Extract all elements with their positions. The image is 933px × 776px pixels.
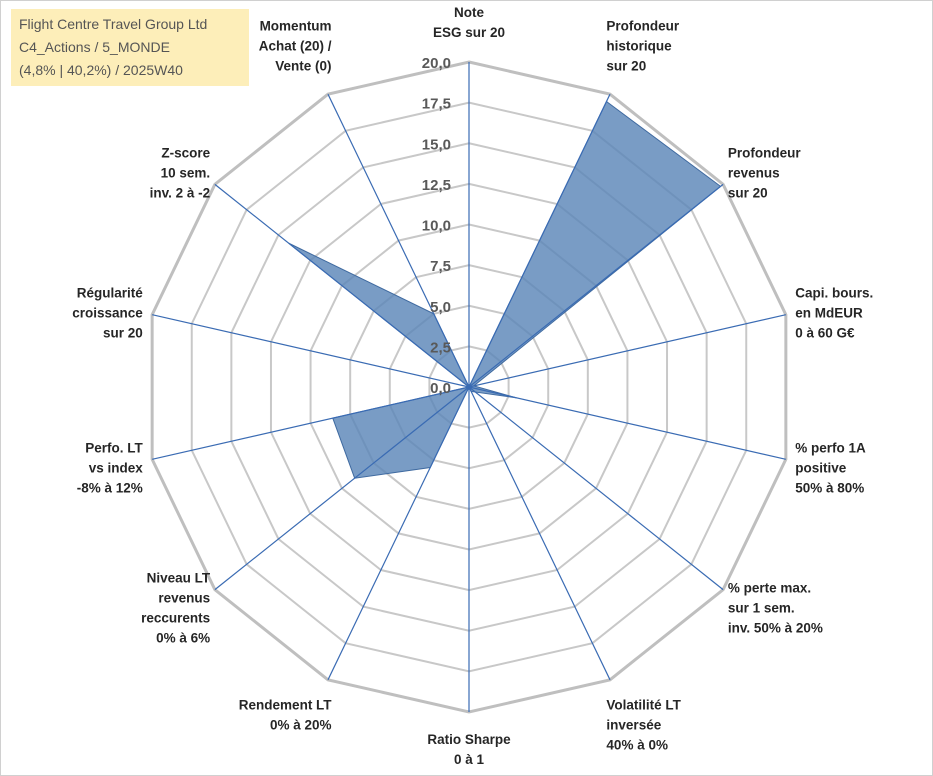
axis-label: Capi. bours. en MdEUR 0 à 60 G€ (795, 285, 873, 340)
axis-spoke (152, 314, 470, 388)
axis-spoke (214, 183, 470, 388)
axis-spoke (327, 93, 470, 388)
tick-label: 0,0 (430, 380, 451, 397)
axis-spoke (468, 93, 611, 388)
tick-label: 20,0 (422, 55, 451, 72)
axis-spoke (468, 386, 724, 591)
series-area (288, 100, 722, 479)
axis-label: % perfo 1A positive 50% à 80% (795, 441, 866, 496)
axis-label: Perfo. LT vs index -8% à 12% (77, 441, 144, 496)
axis-label: Rendement LT 0% à 20% (239, 697, 333, 732)
tick-label: 7,5 (430, 258, 451, 275)
title-line-3: (4,8% | 40,2%) / 2025W40 (19, 62, 183, 78)
series-layer (288, 100, 722, 479)
tick-label: 15,0 (422, 136, 451, 153)
axis-label: Momentum Achat (20) / Vente (0) (259, 19, 332, 74)
axis-label: Profondeur historique sur 20 (606, 19, 679, 74)
axis-spoke (468, 314, 786, 388)
axis-spoke (468, 183, 724, 388)
axis-label: Niveau LT revenus reccurents 0% à 6% (141, 571, 211, 646)
title-line-1: Flight Centre Travel Group Ltd (19, 16, 208, 32)
axis-label: Ratio Sharpe 0 à 1 (427, 732, 511, 767)
axis-spoke (214, 386, 470, 591)
axis-label: Régularité croissance sur 20 (72, 285, 143, 340)
tick-label: 5,0 (430, 299, 451, 316)
label-layer: Note ESG sur 20 Profondeur historique sur 20… (72, 5, 873, 767)
axis-label: Z-score 10 sem. inv. 2 à -2 (150, 145, 211, 200)
axis-spoke (152, 386, 470, 460)
tick-label: 10,0 (422, 218, 451, 235)
tick-label: 17,5 (422, 96, 451, 113)
title-box: Flight Centre Travel Group Ltd C4_Action… (11, 9, 249, 86)
spoke-layer (152, 62, 786, 712)
axis-label: Volatilité LT inversée 40% à 0% (606, 697, 681, 752)
title-line-2: C4_Actions / 5_MONDE (19, 39, 170, 55)
axis-spoke (327, 386, 470, 681)
tick-layer: 0,0 2,5 5,0 7,5 10,0 12,5 15,0 17,5 20,0 (422, 55, 451, 397)
axis-label: Note ESG sur 20 (433, 5, 505, 40)
axis-spoke (468, 386, 611, 681)
axis-spoke (468, 386, 786, 460)
tick-label: 2,5 (430, 339, 451, 356)
tick-label: 12,5 (422, 177, 451, 194)
axis-label: Profondeur revenus sur 20 (728, 145, 801, 200)
axis-label: % perte max. sur 1 sem. inv. 50% à 20% (728, 581, 823, 636)
